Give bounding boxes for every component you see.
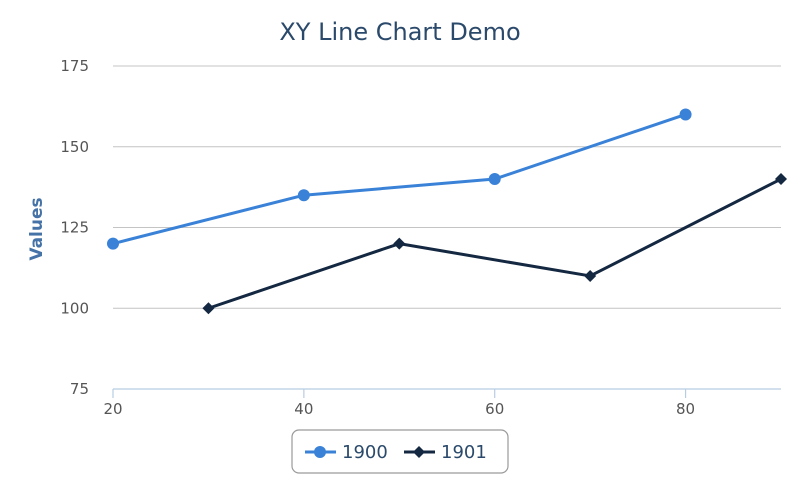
x-tick-label-40: 40 bbox=[294, 400, 313, 418]
data-point-1901-3[interactable] bbox=[775, 173, 787, 186]
y-tick-label-150: 150 bbox=[60, 138, 89, 156]
series-line-1901 bbox=[206, 177, 783, 310]
y-tick-label-75: 75 bbox=[70, 380, 89, 398]
x-axis bbox=[112, 388, 781, 398]
series-line-1900 bbox=[111, 112, 688, 246]
y-tick-label-175: 175 bbox=[60, 57, 89, 75]
data-point-1900-1[interactable] bbox=[297, 189, 310, 202]
legend-item-1901[interactable]: 1901 bbox=[404, 442, 487, 463]
legend-marker-1900 bbox=[314, 446, 326, 458]
data-point-1901-0[interactable] bbox=[202, 302, 215, 315]
legend-item-1900[interactable]: 1900 bbox=[305, 442, 388, 463]
legend-marker-1901 bbox=[413, 446, 425, 458]
x-axis-ticks: 20 40 60 80 bbox=[103, 400, 695, 418]
data-point-1900-3[interactable] bbox=[679, 108, 692, 121]
series-layer bbox=[107, 108, 787, 315]
data-point-1901-1[interactable] bbox=[393, 237, 406, 250]
legend-box bbox=[291, 429, 509, 474]
legend-label-1901: 1901 bbox=[441, 442, 487, 463]
data-point-1900-0[interactable] bbox=[107, 237, 119, 250]
data-point-1900-2[interactable] bbox=[488, 173, 501, 186]
data-point-1901-2[interactable] bbox=[584, 269, 597, 282]
x-tick-label-60: 60 bbox=[485, 400, 504, 418]
legend-label-1900: 1900 bbox=[342, 442, 388, 463]
x-tick-label-80: 80 bbox=[676, 400, 695, 418]
grid-lines bbox=[113, 65, 781, 309]
y-tick-label-100: 100 bbox=[60, 299, 89, 317]
y-axis-title: Values bbox=[27, 197, 47, 260]
legend: 1900 1901 bbox=[291, 429, 509, 474]
y-axis-ticks: 75 100 125 150 175 bbox=[60, 57, 89, 398]
x-tick-label-20: 20 bbox=[103, 400, 122, 418]
y-tick-label-125: 125 bbox=[60, 219, 89, 237]
chart-title: XY Line Chart Demo bbox=[279, 18, 520, 46]
